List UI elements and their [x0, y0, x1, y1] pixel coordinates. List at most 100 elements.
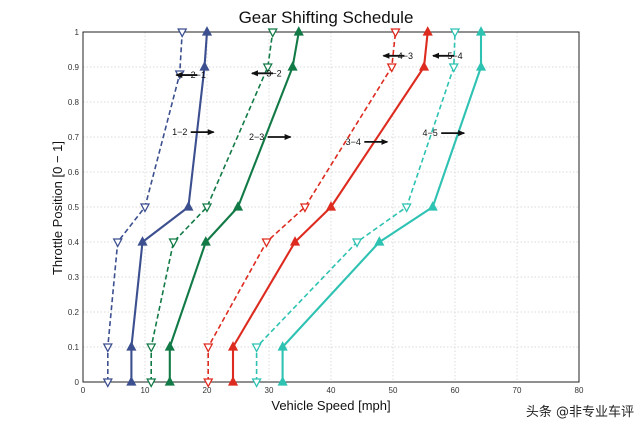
data-point-marker [183, 201, 194, 211]
series-4 [146, 28, 278, 388]
data-point-marker [227, 341, 239, 351]
x-tick-label: 60 [451, 386, 460, 395]
data-point-marker [418, 61, 430, 71]
data-point-marker [386, 63, 397, 73]
data-point-marker [203, 343, 214, 353]
data-point-marker [177, 28, 188, 38]
data-point-marker [299, 203, 311, 213]
shift-annotation: 3−2 [250, 68, 282, 78]
data-point-marker [112, 238, 123, 248]
data-point-marker [200, 236, 211, 246]
watermark: 头条 @非专业车评 [526, 404, 634, 420]
data-point-marker [448, 63, 459, 73]
y-tick-label: 0.9 [68, 63, 80, 72]
annotation-label: 2−1 [191, 70, 206, 80]
series-line [231, 31, 429, 382]
annotation-layer: 2−1 3−2 4−3 5−4 1−2 2−3 3−4 4−5 [172, 51, 466, 147]
data-point-marker [227, 376, 239, 386]
data-point-marker [401, 203, 412, 213]
y-tick-label: 0.2 [68, 308, 80, 317]
y-tick-label: 1 [75, 28, 80, 37]
series-line [207, 31, 397, 382]
data-point-marker [251, 378, 262, 388]
series-line [107, 31, 183, 382]
x-tick-label: 0 [81, 386, 86, 395]
x-axis-title: Vehicle Speed [mph] [271, 398, 390, 413]
annotation-label: 2−3 [249, 132, 264, 142]
y-tick-label: 0.4 [68, 238, 80, 247]
series-1 [126, 26, 213, 386]
data-point-marker [427, 201, 438, 211]
x-tick-label: 20 [203, 386, 212, 395]
shift-annotation: 1−2 [172, 127, 215, 137]
series-layer [102, 26, 487, 388]
data-point-marker [126, 341, 137, 351]
shift-annotation: 5−4 [432, 51, 463, 61]
annotation-label: 5−4 [447, 51, 462, 61]
annotation-label: 3−4 [346, 137, 361, 147]
plot-frame [82, 31, 580, 383]
y-tick-label: 0.8 [68, 98, 80, 107]
data-point-marker [374, 236, 385, 246]
x-tick-label: 80 [575, 386, 584, 395]
data-point-marker [267, 28, 278, 38]
data-point-marker [126, 376, 137, 386]
data-point-marker [277, 341, 288, 351]
series-3 [164, 26, 304, 386]
data-point-marker [164, 341, 175, 351]
shift-annotation: 2−1 [175, 70, 206, 80]
data-point-marker [325, 201, 337, 211]
y-tick-label: 0.6 [68, 168, 80, 177]
data-point-marker [251, 343, 262, 353]
data-point-marker [203, 378, 214, 388]
y-tick-label: 0 [75, 378, 80, 387]
data-point-marker [201, 26, 213, 36]
series-line [168, 31, 300, 382]
data-point-marker [164, 376, 175, 386]
data-point-marker [475, 26, 487, 36]
series-line [130, 31, 209, 382]
chart-title: Gear Shifting Schedule [239, 8, 414, 27]
series-line [255, 31, 456, 382]
data-point-marker [168, 238, 179, 248]
y-tick-label: 0.3 [68, 273, 80, 282]
y-axis-title: Throttle Position [0 − 1] [50, 141, 65, 275]
series-line [281, 32, 483, 382]
series-5 [227, 26, 433, 386]
x-tick-label: 30 [265, 386, 274, 395]
annotation-label: 1−2 [172, 127, 187, 137]
x-tick-label: 10 [141, 386, 150, 395]
shift-annotation: 3−4 [346, 137, 389, 147]
y-tick-label: 0.5 [68, 203, 80, 212]
annotation-label: 3−2 [266, 68, 281, 78]
x-tick-label: 40 [327, 386, 336, 395]
data-point-marker [287, 61, 298, 71]
data-point-marker [102, 378, 113, 388]
data-point-marker [102, 343, 113, 353]
data-point-marker [422, 26, 433, 36]
data-point-marker [449, 28, 461, 38]
series-2 [102, 28, 188, 388]
y-axis-ticks: 0 0.1 0.2 0.3 0.4 0.5 0.6 0.7 0.8 0.9 1 [68, 28, 80, 387]
x-tick-label: 70 [513, 386, 522, 395]
data-point-marker [475, 61, 487, 71]
data-point-marker [146, 343, 157, 353]
x-tick-label: 50 [389, 386, 398, 395]
data-point-marker [293, 26, 304, 36]
data-point-marker [262, 63, 273, 73]
y-tick-label: 0.7 [68, 133, 80, 142]
data-point-marker [289, 236, 301, 246]
y-tick-label: 0.1 [68, 343, 80, 352]
data-point-marker [146, 378, 157, 388]
data-point-marker [351, 238, 363, 248]
data-point-marker [277, 376, 288, 386]
annotation-label: 4−3 [398, 51, 413, 61]
series-8 [251, 28, 461, 388]
data-point-marker [201, 203, 213, 213]
shift-annotation: 4−5 [423, 128, 466, 138]
shift-annotation: 4−3 [382, 51, 413, 61]
data-point-marker [199, 61, 210, 71]
series-6 [203, 28, 401, 388]
series-7 [277, 26, 487, 386]
